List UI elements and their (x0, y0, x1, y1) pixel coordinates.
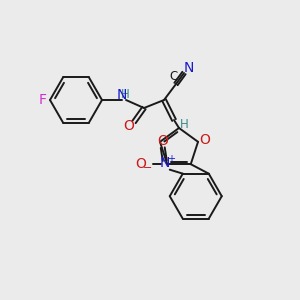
Text: N: N (160, 156, 170, 170)
Text: C: C (169, 70, 177, 83)
Text: N: N (117, 88, 127, 102)
Text: H: H (180, 118, 188, 130)
Text: N: N (184, 61, 194, 75)
Text: O: O (200, 133, 211, 147)
Text: H: H (121, 88, 129, 101)
Text: O: O (135, 157, 146, 171)
Text: +: + (167, 154, 175, 164)
Text: O: O (124, 119, 134, 133)
Text: F: F (39, 93, 47, 107)
Text: −: − (143, 163, 152, 173)
Text: O: O (157, 134, 168, 148)
